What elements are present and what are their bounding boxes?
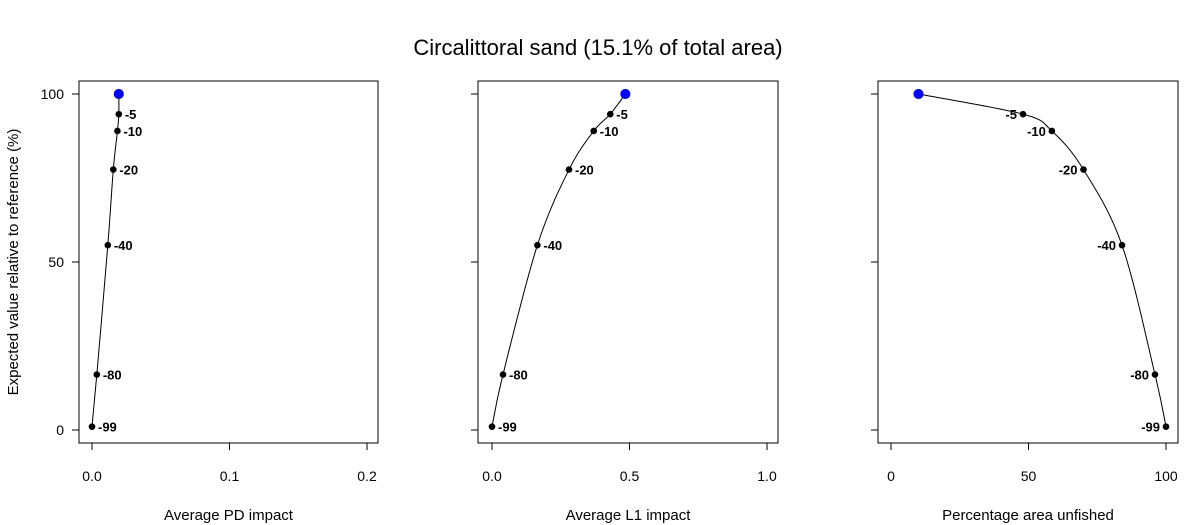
- data-point: [590, 127, 598, 135]
- y-axis-label: Expected value relative to reference (%): [5, 129, 22, 396]
- x-tick-label: 0.2: [357, 468, 377, 484]
- data-point: [1080, 166, 1087, 173]
- data-label: -20: [1059, 163, 1078, 178]
- x-axis-label: Average PD impact: [164, 507, 294, 524]
- y-tick-label: 0: [56, 422, 64, 438]
- chart-title: Circalittoral sand (15.1% of total area): [413, 35, 782, 60]
- data-label: -99: [498, 420, 517, 435]
- data-point: [1151, 371, 1159, 378]
- data-point: [534, 241, 541, 249]
- data-label: -40: [543, 238, 562, 253]
- x-tick-label: 50: [1021, 468, 1037, 484]
- data-label: -5: [1005, 107, 1017, 122]
- data-point: [114, 127, 121, 135]
- data-point: [1162, 423, 1170, 430]
- chart-panel-3: 0 50 100 Percentage area unfished -5 -10 -20 -4…: [871, 80, 1179, 524]
- plot-frame: [477, 80, 779, 444]
- reference-point: [913, 88, 924, 100]
- data-point: [1019, 110, 1027, 118]
- data-point: [104, 241, 112, 249]
- data-label: -99: [1141, 420, 1160, 435]
- x-tick-label: 0.0: [82, 468, 102, 484]
- data-point: [488, 423, 496, 430]
- x-tick-label: 0.1: [220, 468, 240, 484]
- x-axis-label: Percentage area unfished: [942, 507, 1114, 524]
- x-tick-label: 0: [887, 468, 895, 484]
- data-label: -5: [125, 107, 137, 122]
- data-point: [1118, 241, 1126, 249]
- data-label: -40: [1097, 238, 1116, 253]
- series-line: [918, 93, 1167, 427]
- data-label: -99: [98, 420, 117, 435]
- data-label: -10: [1027, 124, 1046, 139]
- chart-panels: 0.0 0.1 0.2 0 50 100 Average PD impact -5 -10 -20…: [41, 80, 1179, 524]
- data-label: -80: [1130, 368, 1149, 383]
- chart-panel-1: 0.0 0.1 0.2 0 50 100 Average PD impact -5 -10 -20…: [41, 80, 379, 524]
- data-label: -20: [575, 163, 594, 178]
- x-tick-label: 0.5: [620, 468, 640, 484]
- data-label: -10: [123, 124, 142, 139]
- data-point: [1048, 127, 1056, 135]
- y-tick-label: 50: [48, 254, 64, 270]
- data-point: [88, 423, 96, 430]
- data-label: -80: [103, 368, 122, 383]
- data-label: -20: [119, 163, 138, 178]
- data-label: -10: [600, 124, 619, 139]
- data-point: [93, 371, 101, 378]
- data-label: -40: [114, 238, 133, 253]
- data-point: [606, 110, 614, 118]
- x-tick-label: 100: [1154, 468, 1178, 484]
- x-tick-label: 0.0: [482, 468, 502, 484]
- data-point: [110, 166, 117, 173]
- reference-point: [113, 88, 124, 100]
- x-tick-label: 1.0: [757, 468, 777, 484]
- data-label: -5: [616, 107, 628, 122]
- data-point: [499, 371, 507, 378]
- chart-panel-2: 0.0 0.5 1.0 Average L1 impact -5 -10 -20 -40 -80…: [471, 80, 779, 524]
- x-axis-label: Average L1 impact: [566, 507, 692, 524]
- data-label: -80: [509, 368, 528, 383]
- y-tick-label: 100: [41, 86, 65, 102]
- data-point: [115, 110, 123, 118]
- data-point: [565, 166, 573, 173]
- reference-point: [620, 88, 631, 100]
